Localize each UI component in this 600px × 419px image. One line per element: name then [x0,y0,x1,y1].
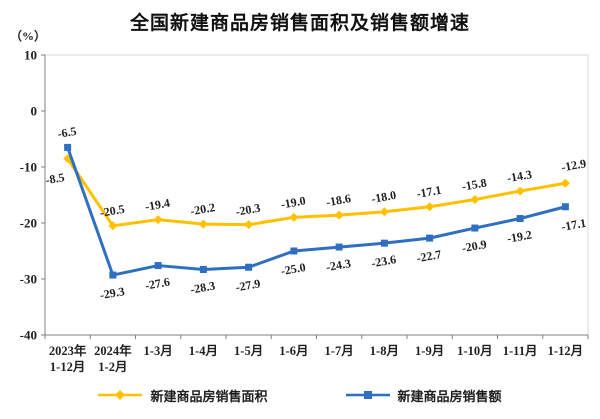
svg-text:-14.3: -14.3 [506,167,533,185]
svg-text:0: 0 [31,104,38,119]
svg-text:-18.6: -18.6 [325,191,352,209]
svg-text:-24.3: -24.3 [325,256,352,274]
chart-legend: 新建商品房销售面积 新建商品房销售额 [0,382,600,408]
svg-text:-19.2: -19.2 [506,228,533,246]
svg-text:-30: -30 [20,272,37,287]
svg-text:-6.5: -6.5 [56,124,77,141]
svg-text:-17.1: -17.1 [560,216,587,234]
svg-text:-18.0: -18.0 [370,188,397,206]
svg-text:-27.9: -27.9 [234,276,261,294]
svg-text:-25.0: -25.0 [280,260,307,278]
legend-item-sales-area: 新建商品房销售面积 [98,386,268,405]
svg-text:-12.9: -12.9 [560,156,587,174]
svg-text:-20.2: -20.2 [189,200,216,218]
svg-text:-29.3: -29.3 [99,284,126,302]
legend-item-sales-amount: 新建商品房销售额 [345,386,502,405]
svg-text:-19.4: -19.4 [144,196,171,214]
svg-text:1-6月: 1-6月 [279,344,308,358]
legend-line-diamond-icon [98,390,143,400]
chart-title: 全国新建商品房销售面积及销售额增速 [129,13,470,34]
svg-text:1-10月: 1-10月 [457,344,492,358]
svg-text:-17.1: -17.1 [415,183,442,201]
svg-text:-20.3: -20.3 [234,201,261,219]
svg-text:-22.7: -22.7 [415,247,442,265]
svg-text:1-9月: 1-9月 [415,344,444,358]
svg-text:1-7月: 1-7月 [325,344,354,358]
svg-text:1-12月: 1-12月 [548,344,583,358]
legend-line-square-icon [345,391,390,399]
svg-text:-10: -10 [20,160,37,175]
svg-text:-20.5: -20.5 [99,202,126,220]
svg-text:-19.0: -19.0 [280,193,307,211]
svg-text:1-5月: 1-5月 [234,344,263,358]
legend-label-sales-area: 新建商品房销售面积 [150,388,268,404]
svg-text:-8.5: -8.5 [44,170,65,187]
y-axis-unit-label: （%） [10,29,47,43]
svg-text:10: 10 [24,48,37,63]
svg-text:-23.6: -23.6 [370,252,397,270]
svg-text:-28.3: -28.3 [189,278,216,296]
legend-label-sales-amount: 新建商品房销售额 [397,388,502,404]
svg-text:1-3月: 1-3月 [144,344,173,358]
svg-text:-40: -40 [20,328,37,343]
svg-text:-15.8: -15.8 [461,175,488,193]
svg-text:-27.6: -27.6 [144,275,171,293]
svg-text:1-4月: 1-4月 [189,344,218,358]
svg-text:1-11月: 1-11月 [503,344,538,358]
svg-text:-20: -20 [20,216,37,231]
svg-text:1-8月: 1-8月 [370,344,399,358]
svg-text:-20.9: -20.9 [461,237,488,255]
